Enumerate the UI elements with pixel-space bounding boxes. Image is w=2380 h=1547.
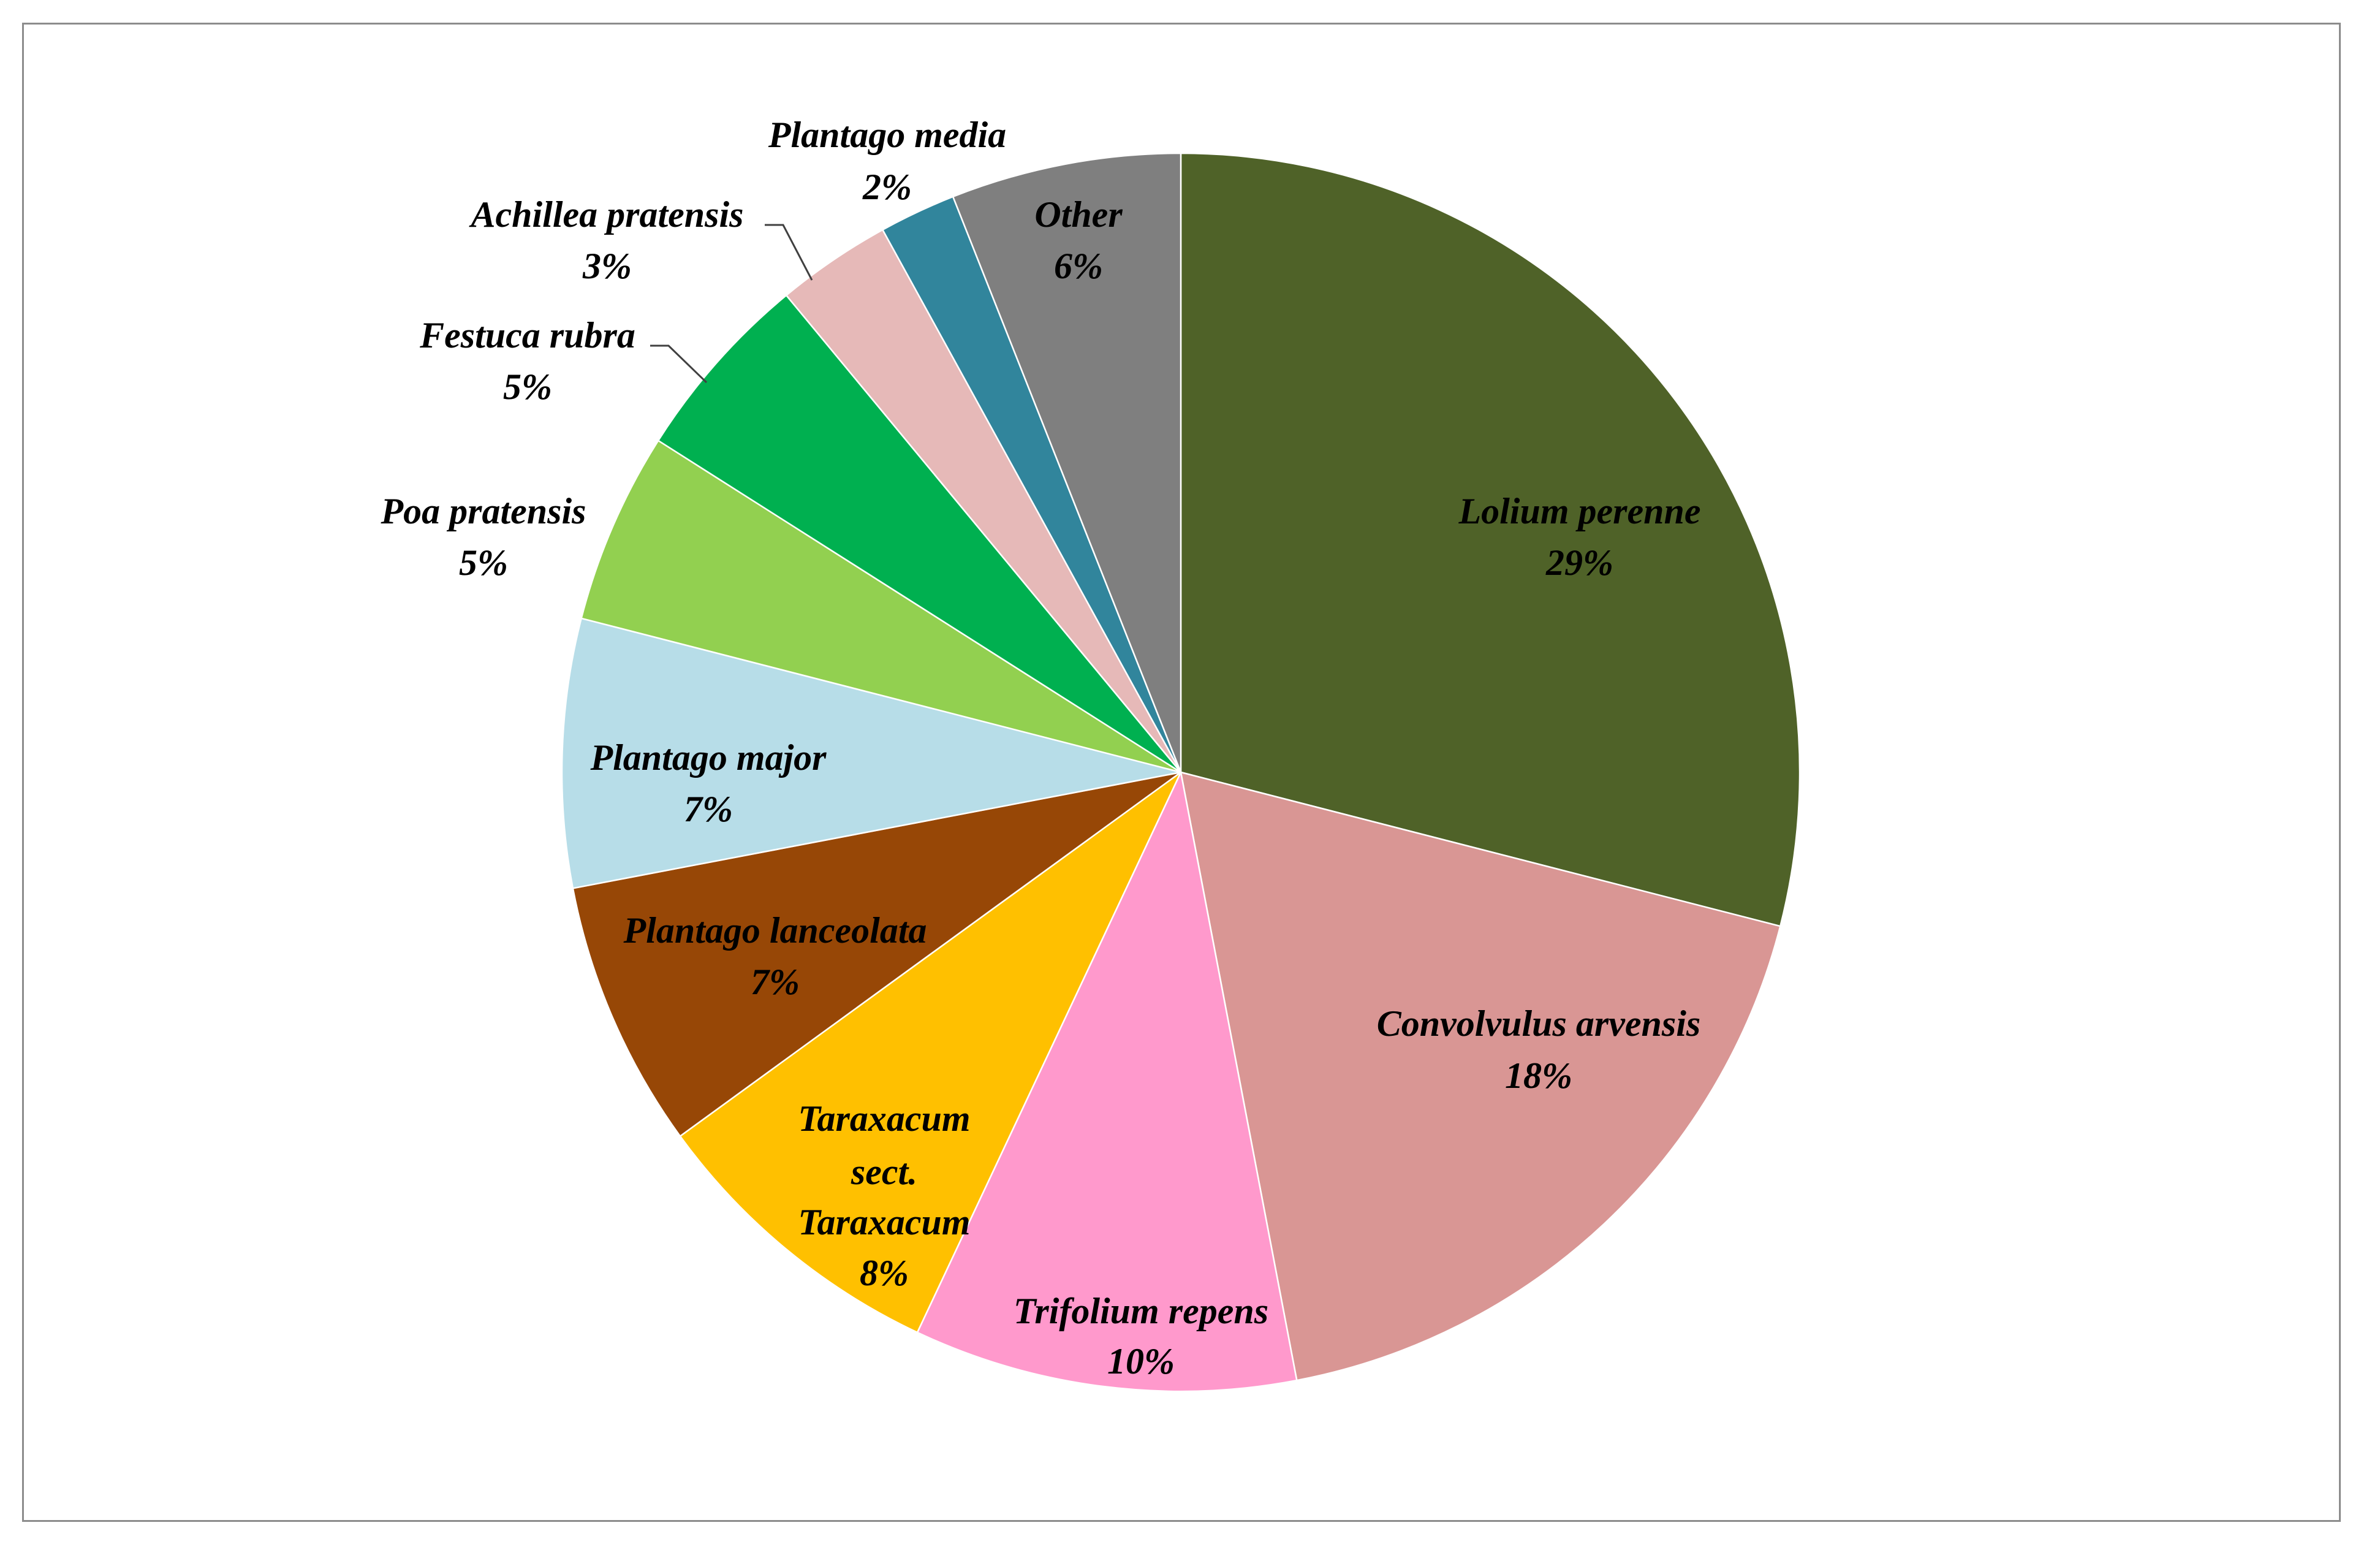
slice-festuca-rubra[interactable]: [657, 294, 1181, 774]
label-trifolium-pct: 10%: [1107, 1341, 1175, 1382]
label-taraxacum-line2: sect.: [851, 1152, 917, 1192]
label-festuca-pct: 5%: [503, 367, 552, 407]
label-taraxacum-line3: Taraxacum: [798, 1202, 970, 1242]
slice-taraxacum[interactable]: [679, 771, 1182, 1334]
label-other-name: Other: [1034, 194, 1123, 235]
label-convolvulus-pct: 18%: [1505, 1055, 1572, 1096]
label-convolvulus-name: Convolvulus arvensis: [1377, 1003, 1700, 1044]
label-achillea-name: Achillea pratensis: [468, 194, 743, 235]
slice-lolium-perenne[interactable]: [1180, 152, 1801, 927]
slice-other[interactable]: [952, 152, 1182, 773]
pie-slices: [561, 152, 1801, 1393]
data-labels: Lolium perenne 29% Convolvulus arvensis …: [380, 115, 1700, 1382]
label-plantago-lanceolata-name: Plantago lanceolata: [623, 910, 927, 951]
label-plantago-major-name: Plantago major: [589, 737, 827, 778]
label-achillea-pct: 3%: [582, 246, 632, 286]
slice-plantago-lanceolata[interactable]: [572, 771, 1181, 1138]
leader-line-achillea: [765, 224, 813, 281]
label-taraxacum-pct: 8%: [860, 1253, 909, 1293]
label-trifolium-name: Trifolium repens: [1014, 1291, 1268, 1331]
label-other-pct: 6%: [1054, 246, 1103, 286]
label-plantago-media-pct: 2%: [862, 167, 912, 207]
label-plantago-media-name: Plantago media: [768, 115, 1006, 155]
label-plantago-major-pct: 7%: [684, 789, 733, 829]
label-lolium-name: Lolium perenne: [1458, 491, 1700, 531]
slice-plantago-major[interactable]: [561, 617, 1181, 889]
label-poa-name: Poa pratensis: [380, 491, 586, 531]
slice-poa-pratensis[interactable]: [580, 439, 1181, 774]
slice-trifolium-repens[interactable]: [916, 769, 1298, 1393]
label-plantago-lanceolata-pct: 7%: [751, 962, 800, 1002]
leader-line-festuca: [650, 344, 708, 384]
label-taraxacum-line1: Taraxacum: [798, 1098, 970, 1139]
label-lolium-pct: 29%: [1545, 542, 1613, 583]
slice-convolvulus-arvensis[interactable]: [1180, 771, 1781, 1382]
label-festuca-name: Festuca rubra: [419, 315, 635, 355]
label-poa-pct: 5%: [459, 542, 508, 583]
